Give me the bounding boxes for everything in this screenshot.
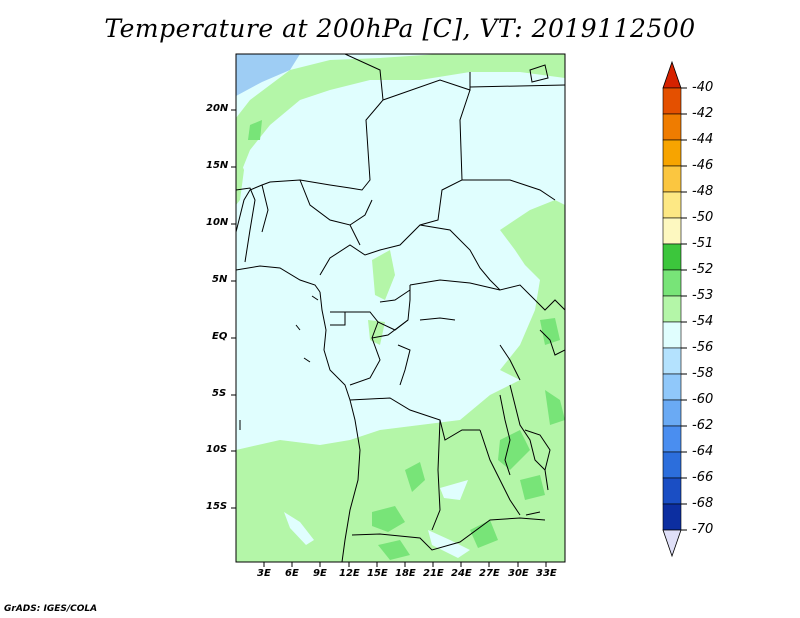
colorbar-label: -58 xyxy=(692,366,714,381)
colorbar-bin xyxy=(662,113,682,141)
lat-label: 10N xyxy=(206,217,229,228)
axis-ticks xyxy=(231,109,547,567)
lat-label: 5N xyxy=(212,274,228,285)
field-green-dark7 xyxy=(545,390,565,425)
lon-label: 33E xyxy=(536,568,557,579)
colorbar-label: -51 xyxy=(692,236,714,251)
lat-label: 10S xyxy=(206,444,228,455)
colorbar-label: -42 xyxy=(692,106,714,121)
colorbar-label: -48 xyxy=(692,184,714,199)
field-green-dark5 xyxy=(378,540,410,560)
colorbar-label: -62 xyxy=(692,418,714,433)
colorbar-bin xyxy=(662,165,682,193)
colorbar-bin xyxy=(662,269,682,297)
country-borders xyxy=(236,54,565,562)
colorbar-label: -66 xyxy=(692,470,714,485)
field-green-north xyxy=(236,54,565,190)
lon-label: 30E xyxy=(508,568,529,579)
colorbar-label: -54 xyxy=(692,314,714,329)
field-green-north2 xyxy=(236,150,244,205)
colorbar-label: -70 xyxy=(692,522,714,537)
lat-label: 15S xyxy=(206,501,228,512)
colorbar-label: -56 xyxy=(692,340,714,355)
field-green-center xyxy=(372,250,395,300)
field-green-dark4 xyxy=(520,475,545,500)
map-frame xyxy=(235,53,566,563)
lon-label: 27E xyxy=(479,568,500,579)
field-blue-nw xyxy=(236,54,300,96)
lon-label: 3E xyxy=(257,568,271,579)
lat-label: EQ xyxy=(212,331,228,342)
field-green-dark1 xyxy=(405,462,425,492)
field-green-dark3 xyxy=(498,430,530,470)
lon-label: 6E xyxy=(285,568,299,579)
lon-label: 9E xyxy=(313,568,327,579)
colorbar-label: -44 xyxy=(692,132,714,147)
colorbar-bin xyxy=(662,425,682,453)
colorbar-bin xyxy=(662,347,682,375)
chart-title: Temperature at 200hPa [C], VT: 201911250… xyxy=(104,14,696,43)
lon-label: 12E xyxy=(339,568,360,579)
lat-label: 15N xyxy=(206,160,229,171)
field-cyan-south1 xyxy=(284,512,314,545)
field-green-dark8 xyxy=(470,520,498,548)
colorbar-top-arrow xyxy=(662,60,682,89)
colorbar-label: -50 xyxy=(692,210,714,225)
lon-label: 24E xyxy=(451,568,472,579)
lon-label: 21E xyxy=(423,568,444,579)
colorbar-bin xyxy=(662,451,682,479)
field-cyan-south3 xyxy=(428,530,470,558)
credit-text: GrADS: IGES/COLA xyxy=(4,604,98,614)
colorbar-bin xyxy=(662,139,682,167)
colorbar-bin xyxy=(662,399,682,427)
field-cyan-south2 xyxy=(440,480,468,500)
colorbar-label: -64 xyxy=(692,444,714,459)
colorbar-bin xyxy=(662,477,682,505)
colorbar-label: -60 xyxy=(692,392,714,407)
colorbar xyxy=(662,60,687,558)
colorbar-bottom-arrow xyxy=(662,529,682,558)
colorbar-label: -46 xyxy=(692,158,714,173)
colorbar-bin xyxy=(662,373,682,401)
field-green-dark6 xyxy=(540,318,560,345)
field-green-dark9 xyxy=(248,120,262,140)
colorbar-bin xyxy=(662,243,682,271)
lon-label: 15E xyxy=(367,568,388,579)
colorbar-bin xyxy=(662,321,682,349)
colorbar-bin xyxy=(662,503,682,531)
colorbar-label: -40 xyxy=(692,80,714,95)
colorbar-bin xyxy=(662,191,682,219)
colorbar-label: -68 xyxy=(692,496,714,511)
colorbar-label: -52 xyxy=(692,262,714,277)
field-green-dark2 xyxy=(372,506,405,532)
field-green-south xyxy=(236,380,565,562)
colorbar-bin xyxy=(662,87,682,115)
lon-label: 18E xyxy=(395,568,416,579)
colorbar-bin xyxy=(662,217,682,245)
lat-label: 20N xyxy=(206,103,229,114)
lat-label: 5S xyxy=(212,388,227,399)
colorbar-label: -53 xyxy=(692,288,714,303)
temperature-field xyxy=(236,54,565,562)
colorbar-bin xyxy=(662,295,682,323)
